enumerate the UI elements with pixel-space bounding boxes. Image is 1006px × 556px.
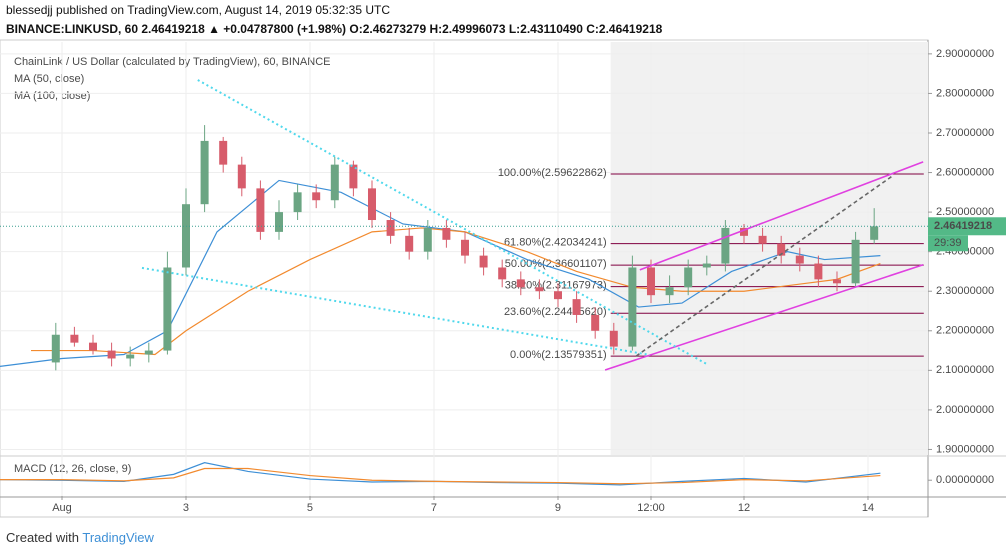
candle-body <box>256 188 265 232</box>
candle-body <box>572 299 581 315</box>
last-price-label: 2.46419218 <box>934 220 992 232</box>
x-tick-label: 9 <box>555 502 561 514</box>
macd-y-tick-label: 0.00000000 <box>936 474 994 486</box>
candle-body <box>758 235 767 244</box>
y-tick-label: 2.70000000 <box>936 127 994 139</box>
x-tick-label: 12 <box>738 502 750 514</box>
fib-area <box>610 42 928 455</box>
publisher: blessedjj published on TradingView.com, … <box>6 3 391 17</box>
candle-body <box>479 255 488 268</box>
countdown: 29:39 <box>934 237 962 249</box>
x-tick-label: 14 <box>862 502 874 514</box>
fib-label: 23.60%(2.24445620) <box>504 306 607 318</box>
trendline <box>197 79 709 366</box>
x-tick-label: 12:00 <box>637 502 665 514</box>
y-tick-label: 2.60000000 <box>936 166 994 178</box>
fib-label: 0.00%(2.13579351) <box>510 349 607 361</box>
candle-body <box>795 255 804 264</box>
trendline <box>635 175 894 357</box>
candle-body <box>665 287 674 296</box>
y-tick-label: 2.00000000 <box>936 404 994 416</box>
candle-body <box>237 164 246 189</box>
fib-label: 61.80%(2.42034241) <box>504 237 607 249</box>
candle-body <box>386 220 395 236</box>
last-price-box <box>928 217 1006 236</box>
x-tick-label: 3 <box>183 502 189 514</box>
candle-body <box>739 227 748 236</box>
candle-body <box>814 263 823 280</box>
footer-brand: TradingView <box>82 530 154 545</box>
candle-body <box>609 330 618 347</box>
symbol-line: BINANCE:LINKUSD, 60 2.46419218 ▲ +0.0478… <box>6 22 663 36</box>
candle-body <box>498 267 507 280</box>
candle-body <box>423 227 432 252</box>
y-tick-label: 2.10000000 <box>936 364 994 376</box>
candle-body <box>535 287 544 292</box>
candle-body <box>684 267 693 288</box>
y-tick-label: 1.90000000 <box>936 443 994 455</box>
candle-body <box>144 350 153 355</box>
footer-text: Created with <box>6 530 79 545</box>
footer: Created with TradingView <box>6 530 154 545</box>
trendline <box>639 161 924 271</box>
legend-ma50: MA (50, close) <box>14 73 84 85</box>
macd-line <box>0 462 881 486</box>
candle-body <box>219 140 228 165</box>
ma-line <box>30 227 881 356</box>
candle-body <box>553 291 562 300</box>
legend-ma100: MA (100, close) <box>14 90 90 102</box>
x-tick-label: 7 <box>431 502 437 514</box>
trendline <box>141 266 650 356</box>
candle-body <box>591 314 600 331</box>
chart-title: ChainLink / US Dollar (calculated by Tra… <box>14 56 331 68</box>
candle-body <box>274 212 283 232</box>
candle-body <box>516 279 525 288</box>
candle-body <box>126 354 135 359</box>
candle-body <box>832 279 841 284</box>
candle-body <box>200 140 209 205</box>
y-tick-label: 2.50000000 <box>936 206 994 218</box>
candle-body <box>107 350 116 359</box>
candle-body <box>51 334 60 363</box>
candle-body <box>293 192 302 213</box>
candle-body <box>88 342 97 351</box>
chart: ChainLink / US Dollar (calculated by Tra… <box>0 39 1006 518</box>
candle-body <box>349 164 358 189</box>
candle-body <box>163 267 172 351</box>
candle-body <box>405 235 414 252</box>
y-tick-label: 2.30000000 <box>936 285 994 297</box>
candle-body <box>70 334 79 343</box>
candle-body <box>702 263 711 268</box>
macd-line <box>0 467 881 485</box>
x-tick-label: Aug <box>52 502 72 514</box>
candle-body <box>460 239 469 256</box>
candle-body <box>442 227 451 240</box>
fib-label: 100.00%(2.59622862) <box>498 167 607 179</box>
trendline <box>604 263 924 371</box>
candle-body <box>628 267 637 347</box>
candle-body <box>721 227 730 264</box>
y-tick-label: 2.80000000 <box>936 87 994 99</box>
candle-body <box>330 164 339 201</box>
x-tick-label: 5 <box>307 502 313 514</box>
candle-body <box>870 226 879 240</box>
candle-body <box>777 243 786 256</box>
y-tick-label: 2.40000000 <box>936 246 994 258</box>
candle-body <box>312 192 321 201</box>
countdown-box <box>928 235 968 252</box>
candle-body <box>646 267 655 296</box>
y-tick-label: 2.90000000 <box>936 48 994 60</box>
candle-body <box>367 188 376 221</box>
macd-title: MACD (12, 26, close, 9) <box>14 463 131 475</box>
candle-body <box>851 239 860 284</box>
fib-label: 38.20%(2.31167973) <box>505 280 607 292</box>
y-tick-label: 2.20000000 <box>936 325 994 337</box>
candle-body <box>181 204 190 268</box>
